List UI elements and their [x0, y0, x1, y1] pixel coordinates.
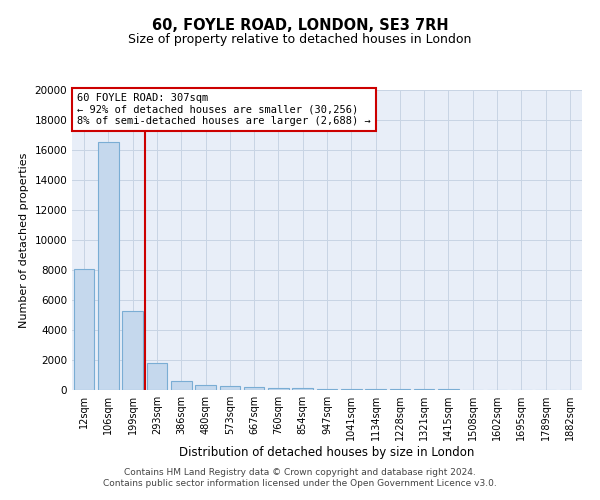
Text: Size of property relative to detached houses in London: Size of property relative to detached ho… — [128, 32, 472, 46]
Bar — [317, 388, 337, 390]
X-axis label: Distribution of detached houses by size in London: Distribution of detached houses by size … — [179, 446, 475, 459]
Bar — [292, 388, 313, 390]
Bar — [146, 363, 167, 390]
Bar — [244, 387, 265, 390]
Bar — [389, 389, 410, 390]
Bar — [171, 380, 191, 390]
Text: 60, FOYLE ROAD, LONDON, SE3 7RH: 60, FOYLE ROAD, LONDON, SE3 7RH — [152, 18, 448, 32]
Bar — [365, 389, 386, 390]
Bar — [195, 384, 216, 390]
Y-axis label: Number of detached properties: Number of detached properties — [19, 152, 29, 328]
Bar — [268, 388, 289, 390]
Text: 60 FOYLE ROAD: 307sqm
← 92% of detached houses are smaller (30,256)
8% of semi-d: 60 FOYLE ROAD: 307sqm ← 92% of detached … — [77, 93, 371, 126]
Text: Contains HM Land Registry data © Crown copyright and database right 2024.
Contai: Contains HM Land Registry data © Crown c… — [103, 468, 497, 487]
Bar — [220, 386, 240, 390]
Bar — [341, 389, 362, 390]
Bar — [122, 310, 143, 390]
Bar — [74, 269, 94, 390]
Bar — [98, 142, 119, 390]
